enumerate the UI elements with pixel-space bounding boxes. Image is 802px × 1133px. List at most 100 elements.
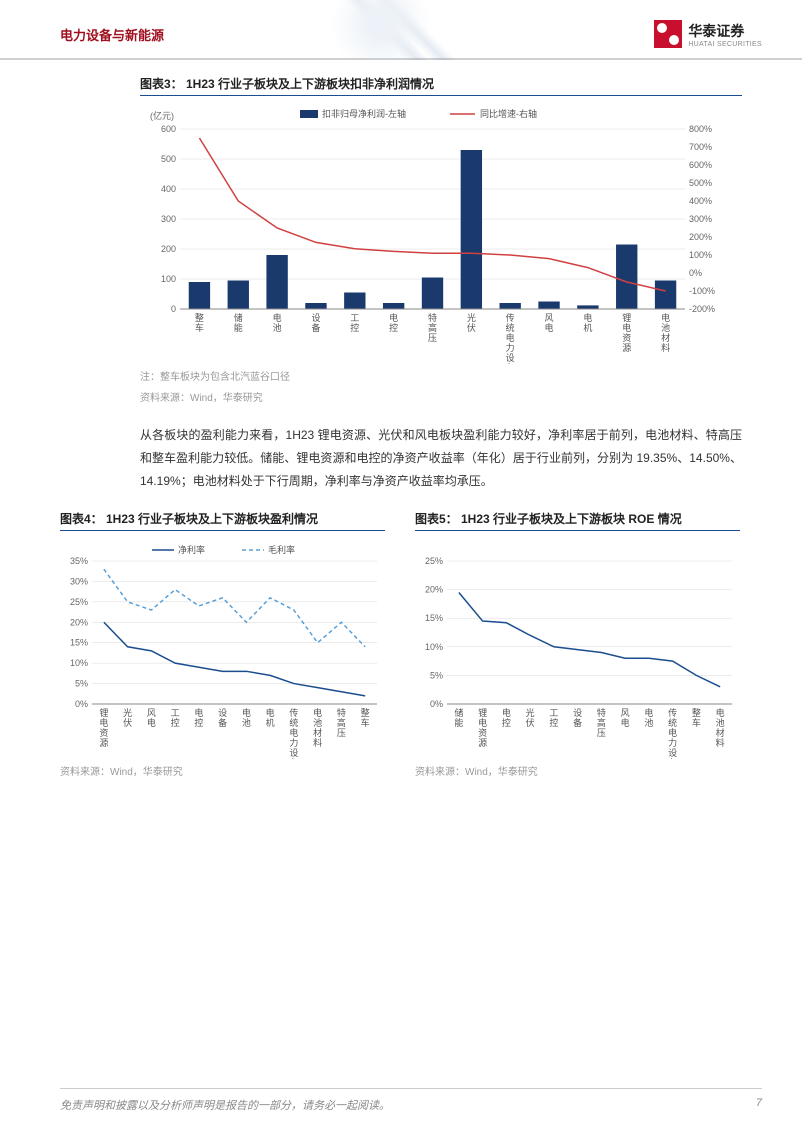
chart5-svg: 0%5%10%15%20%25%储能锂电资源电控光伏工控设备特高压风电电池传统电… — [415, 539, 740, 759]
svg-text:工: 工 — [549, 708, 558, 718]
svg-text:源: 源 — [478, 738, 487, 748]
svg-text:同比增速-右轴: 同比增速-右轴 — [480, 108, 537, 119]
chart3-svg: (亿元)0100200300400500600-200%-100%0%100%2… — [140, 104, 730, 364]
svg-text:特: 特 — [597, 707, 606, 718]
svg-text:机: 机 — [266, 717, 275, 728]
svg-text:储: 储 — [234, 312, 243, 323]
svg-text:净利率: 净利率 — [178, 544, 205, 555]
svg-text:车: 车 — [692, 717, 701, 728]
svg-text:整: 整 — [692, 707, 701, 718]
svg-text:传: 传 — [506, 312, 515, 323]
svg-text:电: 电 — [583, 312, 592, 323]
chart3-note1: 注：整车板块为包含北汽蓝谷口径 — [140, 370, 742, 385]
svg-text:电: 电 — [502, 707, 511, 718]
page-footer: 免责声明和披露以及分析师声明是报告的一部分，请务必一起阅读。 7 — [60, 1088, 762, 1113]
svg-text:特: 特 — [337, 707, 346, 718]
svg-text:控: 控 — [171, 717, 180, 728]
svg-text:控: 控 — [549, 717, 558, 728]
svg-text:力: 力 — [506, 342, 515, 353]
svg-text:控: 控 — [194, 717, 203, 728]
svg-text:5%: 5% — [75, 679, 88, 689]
svg-text:备: 备 — [573, 717, 582, 728]
svg-text:30%: 30% — [70, 577, 88, 587]
svg-text:伏: 伏 — [123, 717, 132, 728]
svg-text:统: 统 — [668, 717, 677, 728]
svg-text:电: 电 — [644, 707, 653, 718]
svg-text:20%: 20% — [425, 585, 443, 595]
svg-text:料: 料 — [661, 342, 670, 353]
svg-text:传: 传 — [289, 707, 298, 718]
svg-text:电: 电 — [273, 312, 282, 323]
svg-text:力: 力 — [668, 737, 677, 748]
svg-text:能: 能 — [234, 322, 243, 333]
svg-text:高: 高 — [337, 717, 346, 728]
svg-text:600: 600 — [161, 124, 176, 134]
svg-text:设: 设 — [573, 708, 582, 718]
svg-text:电: 电 — [194, 707, 203, 718]
svg-text:0: 0 — [171, 304, 176, 314]
svg-text:(亿元): (亿元) — [150, 110, 174, 121]
logo-text-en: HUATAI SECURITIES — [688, 41, 762, 48]
svg-text:电: 电 — [661, 312, 670, 323]
svg-text:特: 特 — [428, 312, 437, 323]
chart5-source: 资料来源：Wind，华泰研究 — [415, 765, 740, 780]
svg-text:35%: 35% — [70, 556, 88, 566]
svg-text:资: 资 — [478, 728, 487, 738]
svg-text:电: 电 — [266, 707, 275, 718]
svg-text:5%: 5% — [430, 671, 443, 681]
svg-text:500: 500 — [161, 154, 176, 164]
svg-text:电: 电 — [622, 322, 631, 333]
svg-text:备: 备 — [311, 322, 320, 333]
svg-text:整: 整 — [195, 312, 204, 323]
svg-text:400: 400 — [161, 184, 176, 194]
svg-text:锂: 锂 — [99, 707, 108, 718]
svg-text:0%: 0% — [689, 268, 702, 278]
logo-icon — [654, 20, 682, 48]
svg-text:锂: 锂 — [622, 312, 631, 323]
svg-text:料: 料 — [716, 737, 725, 748]
svg-text:压: 压 — [597, 728, 606, 738]
svg-text:备: 备 — [289, 757, 298, 759]
svg-text:机: 机 — [583, 322, 592, 333]
svg-text:20%: 20% — [70, 618, 88, 628]
svg-text:电: 电 — [478, 717, 487, 728]
svg-text:200: 200 — [161, 244, 176, 254]
svg-text:伏: 伏 — [467, 322, 476, 333]
svg-text:风: 风 — [621, 708, 630, 718]
svg-text:200%: 200% — [689, 232, 712, 242]
footer-disclaimer: 免责声明和披露以及分析师声明是报告的一部分，请务必一起阅读。 — [60, 1097, 390, 1113]
svg-text:伏: 伏 — [526, 717, 535, 728]
svg-text:-200%: -200% — [689, 304, 715, 314]
chart4-source: 资料来源：Wind，华泰研究 — [60, 765, 385, 780]
svg-text:电: 电 — [389, 312, 398, 323]
svg-text:电: 电 — [506, 332, 515, 343]
svg-text:光: 光 — [467, 312, 476, 323]
svg-text:统: 统 — [506, 322, 515, 333]
svg-text:材: 材 — [661, 332, 670, 343]
svg-text:控: 控 — [350, 322, 359, 333]
svg-text:备: 备 — [218, 717, 227, 728]
chart4-title: 图表4： 1H23 行业子板块及上下游板块盈利情况 — [60, 510, 385, 531]
analysis-paragraph: 从各板块的盈利能力来看，1H23 锂电资源、光伏和风电板块盈利能力较好，净利率居… — [140, 424, 742, 492]
svg-text:资: 资 — [99, 728, 108, 738]
svg-text:400%: 400% — [689, 196, 712, 206]
svg-text:电: 电 — [668, 727, 677, 738]
svg-text:300%: 300% — [689, 214, 712, 224]
svg-text:资: 资 — [622, 333, 631, 343]
company-logo: 华泰证券 HUATAI SECURITIES — [654, 20, 762, 48]
svg-text:池: 池 — [273, 322, 282, 333]
svg-text:高: 高 — [428, 322, 437, 333]
chart3-note2: 资料来源：Wind，华泰研究 — [140, 391, 742, 406]
svg-text:毛利率: 毛利率 — [268, 544, 295, 555]
svg-text:25%: 25% — [425, 556, 443, 566]
svg-text:设: 设 — [668, 748, 677, 758]
svg-text:设: 设 — [506, 353, 515, 363]
svg-text:100: 100 — [161, 274, 176, 284]
svg-text:料: 料 — [313, 737, 322, 748]
svg-text:储: 储 — [454, 707, 463, 718]
svg-text:15%: 15% — [425, 614, 443, 624]
svg-text:0%: 0% — [430, 699, 443, 709]
svg-text:车: 车 — [195, 322, 204, 333]
chart3-title: 图表3： 1H23 行业子板块及上下游板块扣非净利润情况 — [140, 75, 742, 96]
svg-text:整: 整 — [361, 707, 370, 718]
